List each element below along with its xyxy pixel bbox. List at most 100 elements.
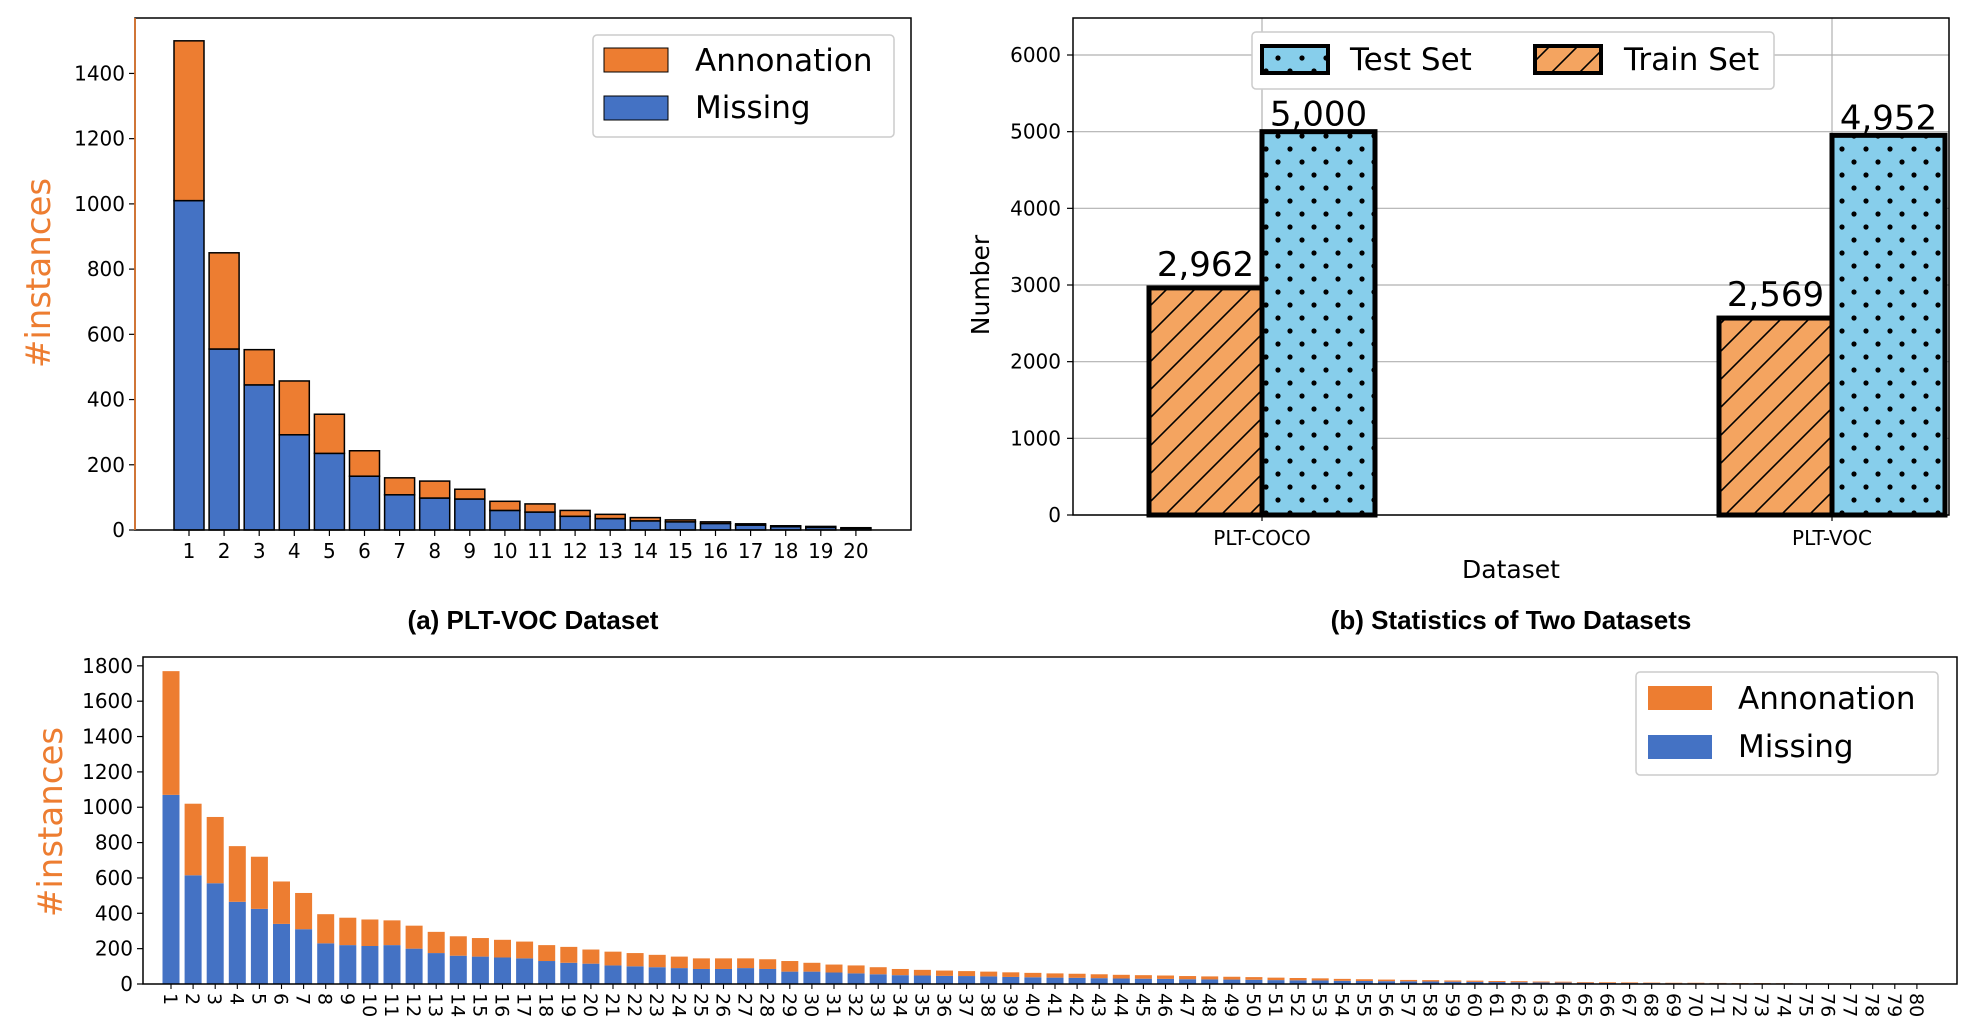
a-bar-annotation-19 <box>805 525 837 529</box>
b-label-train-PLT-COCO: 2,962 <box>1157 245 1254 285</box>
c-bar-annotation-37 <box>958 971 976 977</box>
c-x-tick-20: 20 <box>579 993 601 1017</box>
c-frame <box>142 656 1958 985</box>
a-bar-annotation-8 <box>418 480 451 499</box>
a-x-tick-10: 10 <box>492 539 517 563</box>
a-x-tick-19: 19 <box>808 539 833 563</box>
c-x-tick-39: 39 <box>999 993 1021 1017</box>
a-x-tick-17: 17 <box>738 539 763 563</box>
c-bar-missing-59 <box>1444 981 1462 984</box>
c-bar-annotation-16 <box>494 939 511 958</box>
c-bar-annotation-62 <box>1510 981 1528 983</box>
c-bar-annotation-67 <box>1621 982 1639 984</box>
c-bar-missing-8 <box>317 943 335 984</box>
c-bar-annotation-49 <box>1223 976 1241 980</box>
c-bar-annotation-17 <box>516 941 534 959</box>
c-x-tick-5: 5 <box>247 993 269 1005</box>
a-bar-missing-1 <box>173 199 205 531</box>
c-bar-annotation-42 <box>1068 973 1086 978</box>
c-y-tick-1800: 1800 <box>82 654 133 678</box>
c-bar-missing-32 <box>847 973 865 984</box>
c-bar-annotation-2 <box>184 803 202 876</box>
c-bar-missing-1 <box>162 794 180 984</box>
a-y-tick-1400: 1400 <box>74 61 125 85</box>
c-x-tick-56: 56 <box>1375 993 1397 1017</box>
c-bar-annotation-51 <box>1267 977 1285 981</box>
c-x-tick-32: 32 <box>844 993 866 1017</box>
a-bar-annotation-15 <box>664 519 697 523</box>
c-bar-annotation-39 <box>1002 972 1020 977</box>
a-y-tick-800: 800 <box>87 257 125 281</box>
a-y-tick-1200: 1200 <box>74 127 125 151</box>
b-y-tick-6000: 6000 <box>1010 43 1061 67</box>
c-bar-annotation-23 <box>648 954 666 968</box>
b-legend-label-test: Test Set <box>1349 42 1472 78</box>
c-bar-missing-31 <box>825 972 843 984</box>
c-bar-missing-3 <box>206 883 224 984</box>
c-bar-annotation-31 <box>825 964 843 973</box>
c-bar-annotation-29 <box>781 961 799 972</box>
b-label-test-PLT-VOC: 4,952 <box>1840 98 1937 138</box>
b-y-tick-2000: 2000 <box>1010 350 1061 374</box>
c-bar-missing-39 <box>1002 976 1020 984</box>
c-x-tick-34: 34 <box>888 993 910 1017</box>
a-legend-label-missing: Missing <box>695 90 811 126</box>
c-x-tick-27: 27 <box>734 993 756 1017</box>
c-bar-annotation-26 <box>715 958 732 969</box>
c-x-tick-31: 31 <box>822 993 844 1017</box>
a-title: (a) PLT-VOC Dataset <box>408 605 659 635</box>
c-bar-missing-4 <box>228 901 246 984</box>
c-bar-missing-18 <box>538 961 556 984</box>
a-x-tick-5: 5 <box>323 539 336 563</box>
c-bar-missing-22 <box>626 966 644 984</box>
c-y-tick-800: 800 <box>95 831 133 855</box>
c-bar-annotation-65 <box>1576 982 1594 983</box>
c-x-tick-23: 23 <box>645 993 667 1017</box>
c-bar-missing-12 <box>405 948 423 984</box>
c-x-tick-46: 46 <box>1154 993 1176 1017</box>
b-legend-swatch-train <box>1533 44 1603 75</box>
c-bar-annotation-41 <box>1046 973 1064 978</box>
c-bar-missing-36 <box>936 975 953 984</box>
c-x-tick-69: 69 <box>1662 993 1684 1017</box>
c-bar-missing-49 <box>1223 979 1241 984</box>
a-x-tick-1: 1 <box>183 539 196 563</box>
b-legend-swatch-test <box>1260 44 1330 75</box>
c-bar-annotation-3 <box>206 816 224 884</box>
c-x-tick-36: 36 <box>933 993 955 1017</box>
c-bar-annotation-54 <box>1333 978 1351 981</box>
a-x-tick-14: 14 <box>633 539 658 563</box>
c-bar-missing-33 <box>869 974 887 984</box>
a-x-tick-20: 20 <box>843 539 868 563</box>
a-bar-missing-13 <box>594 517 626 531</box>
c-bar-missing-51 <box>1267 980 1285 984</box>
a-bar-missing-16 <box>699 522 732 531</box>
c-bar-annotation-70 <box>1687 982 1705 984</box>
c-x-tick-64: 64 <box>1551 993 1573 1017</box>
c-bar-missing-52 <box>1289 980 1307 984</box>
c-bar-missing-9 <box>339 945 357 984</box>
c-x-tick-44: 44 <box>1109 993 1131 1017</box>
c-bar-missing-6 <box>273 923 290 984</box>
c-bar-annotation-19 <box>560 946 578 963</box>
c-x-tick-15: 15 <box>468 993 490 1017</box>
c-x-tick-53: 53 <box>1308 993 1330 1017</box>
c-bar-annotation-57 <box>1400 979 1418 982</box>
c-bar-missing-25 <box>692 968 710 984</box>
c-bar-missing-47 <box>1179 979 1197 984</box>
c-x-tick-58: 58 <box>1419 993 1441 1017</box>
c-bar-annotation-30 <box>803 962 821 972</box>
a-legend-swatch-annotation <box>603 47 669 73</box>
c-legend-swatch-annotation <box>1648 686 1712 710</box>
c-bar-missing-15 <box>471 956 489 984</box>
c-bar-annotation-43 <box>1090 974 1108 979</box>
c-x-tick-6: 6 <box>270 993 292 1005</box>
c-bar-annotation-50 <box>1245 977 1263 980</box>
c-x-tick-72: 72 <box>1728 993 1750 1017</box>
c-x-tick-1: 1 <box>159 993 181 1005</box>
c-bar-annotation-32 <box>847 965 865 974</box>
c-bar-annotation-45 <box>1134 975 1152 979</box>
c-bar-annotation-36 <box>936 970 953 976</box>
c-x-tick-78: 78 <box>1861 993 1883 1017</box>
c-x-tick-3: 3 <box>203 993 225 1005</box>
